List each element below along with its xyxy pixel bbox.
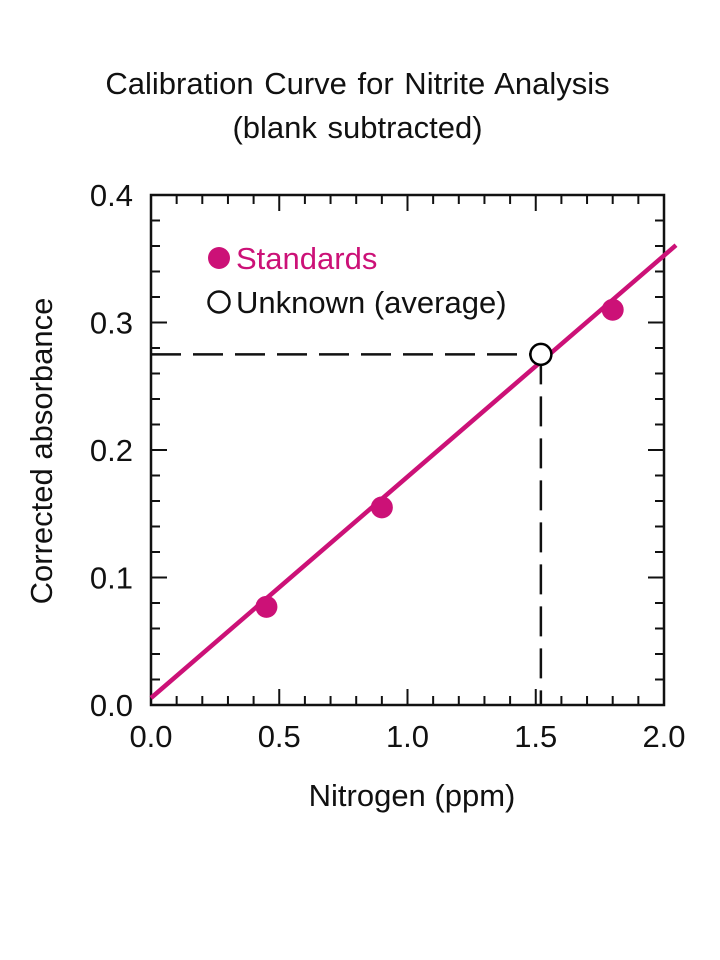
unknown-point [529,342,553,367]
standard-point [601,298,624,321]
x-axis-label: Nitrogen (ppm) [309,778,516,813]
x-tick-label: 0.0 [129,719,172,754]
tick-marks [150,194,665,706]
legend-unknown-label: Unknown (average) [236,285,507,320]
x-tick-label: 1.0 [386,719,429,754]
legend-standards-marker [208,247,230,269]
legend-standards-label: Standards [236,241,377,276]
plot-area: 0.0 0.5 1.0 1.5 2.0 0.0 0.1 0.2 0.3 0.4 Standards U… [90,178,686,754]
calibration-fit-line [149,243,678,700]
x-tick-label: 1.5 [514,719,557,754]
x-tick-label: 0.5 [258,719,301,754]
y-tick-label: 0.0 [90,688,133,723]
x-tick-label: 2.0 [642,719,685,754]
legend-unknown-marker [207,290,231,314]
y-tick-label: 0.2 [90,433,133,468]
standard-point [255,595,278,618]
standard-point [370,496,393,519]
plot-frame [149,193,666,707]
chart-subtitle: (blank subtracted) [232,110,483,145]
y-axis-label: Corrected absorbance [24,298,59,605]
chart-title: Calibration Curve for Nitrite Analysis [105,66,610,101]
y-tick-label: 0.3 [90,306,133,341]
y-tick-label: 0.4 [90,178,133,213]
legend: Standards Unknown (average) [207,241,507,320]
chart-title-block: Calibration Curve for Nitrite Analysis (… [0,62,715,150]
y-tick-label: 0.1 [90,561,133,596]
